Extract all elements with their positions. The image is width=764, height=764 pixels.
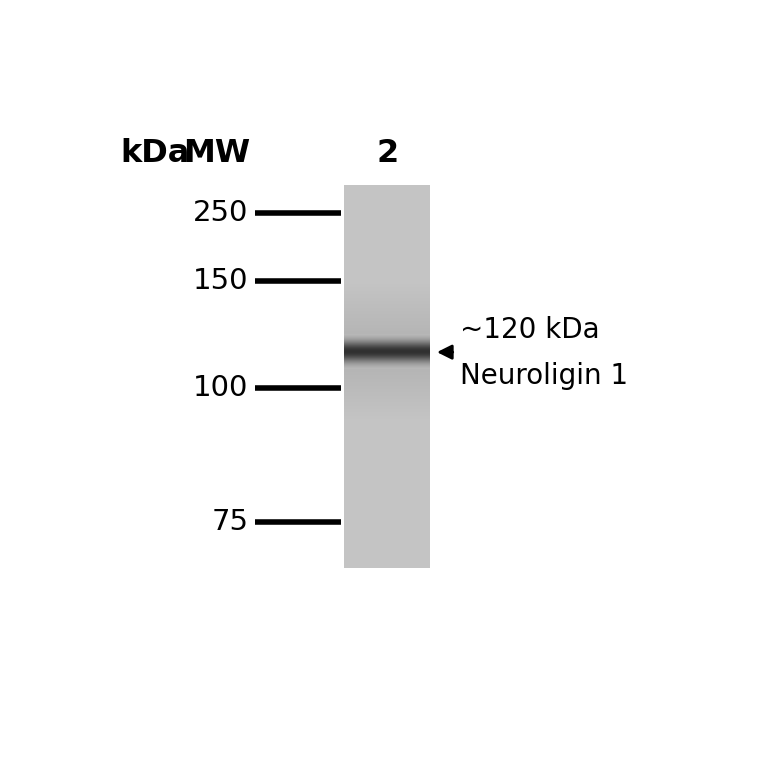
Text: ~120 kDa: ~120 kDa (460, 316, 599, 344)
Text: 75: 75 (212, 508, 248, 536)
Text: MW: MW (183, 138, 251, 169)
Text: Neuroligin 1: Neuroligin 1 (460, 361, 628, 390)
Text: 250: 250 (193, 199, 248, 227)
Text: 2: 2 (377, 138, 399, 169)
Text: 150: 150 (193, 267, 248, 296)
Text: 100: 100 (193, 374, 248, 403)
Text: kDa: kDa (120, 138, 189, 169)
